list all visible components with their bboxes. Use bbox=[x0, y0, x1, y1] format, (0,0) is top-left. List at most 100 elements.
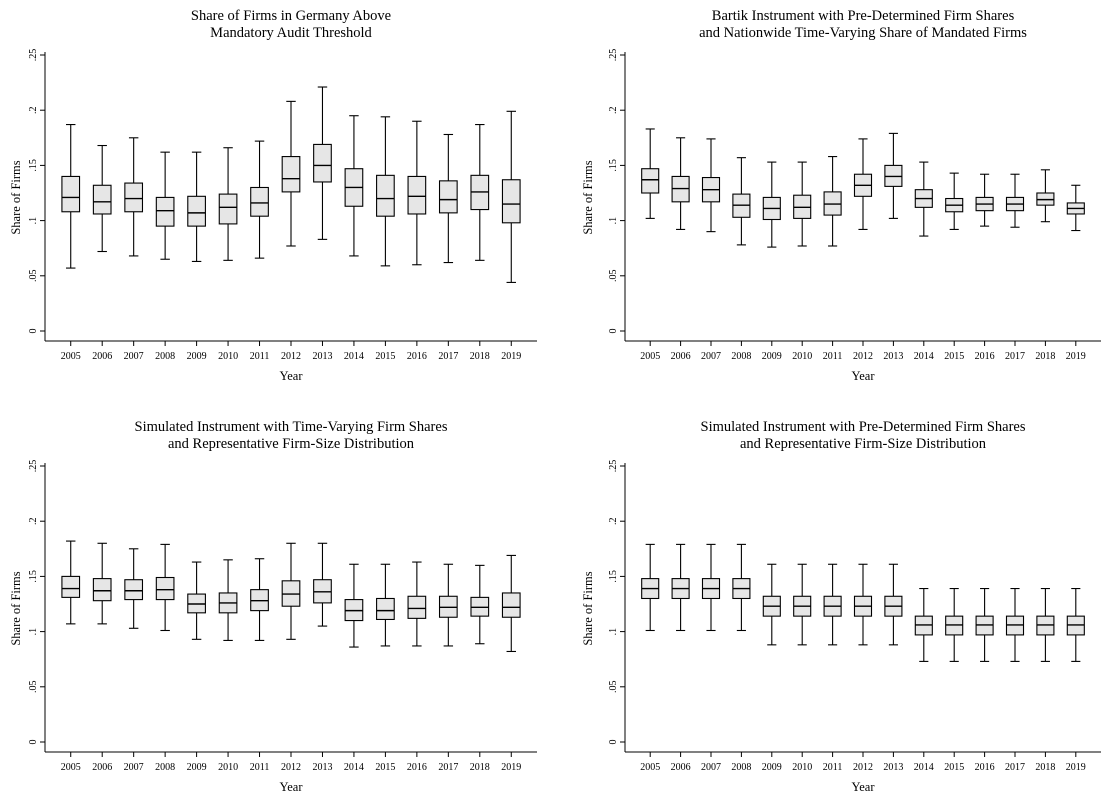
x-tick-label: 2016 bbox=[975, 762, 995, 773]
iqr-box bbox=[187, 195, 206, 227]
iqr-box bbox=[218, 193, 238, 225]
box-2019 bbox=[501, 554, 521, 653]
iqr-box bbox=[438, 180, 458, 214]
x-tick-label: 2009 bbox=[762, 351, 782, 362]
y-tick-label: .05 bbox=[608, 681, 619, 694]
x-tick-label: 2015 bbox=[944, 351, 964, 362]
chart-title-line-2: and Representative Firm-Size Distributio… bbox=[740, 436, 987, 452]
box-2015 bbox=[945, 172, 964, 230]
y-tick-label: .2 bbox=[28, 106, 39, 114]
x-tick-label: 2016 bbox=[407, 762, 427, 773]
box-2014 bbox=[344, 115, 364, 257]
x-tick-label: 2006 bbox=[671, 762, 691, 773]
x-tick-label: 2011 bbox=[823, 351, 843, 362]
y-tick-label: .2 bbox=[608, 106, 619, 114]
box-2016 bbox=[975, 587, 994, 662]
box-2012 bbox=[853, 138, 873, 230]
iqr-box bbox=[376, 174, 395, 217]
y-tick-label: 0 bbox=[608, 740, 619, 745]
y-tick-label: .25 bbox=[28, 49, 39, 62]
x-tick-label: 2014 bbox=[344, 351, 364, 362]
chart-title-line-1: Simulated Instrument with Pre-Determined… bbox=[701, 419, 1026, 435]
chart-title-line-2: and Nationwide Time-Varying Share of Man… bbox=[699, 25, 1027, 41]
iqr-box bbox=[92, 578, 112, 602]
chart-title-line-2: and Representative Firm-Size Distributio… bbox=[168, 436, 415, 452]
chart-title-line-1: Bartik Instrument with Pre-Determined Fi… bbox=[712, 8, 1015, 24]
iqr-box bbox=[250, 186, 269, 217]
y-tick-label: .2 bbox=[28, 517, 39, 525]
iqr-box bbox=[501, 179, 521, 224]
box-2011 bbox=[250, 558, 269, 641]
iqr-box bbox=[92, 184, 112, 215]
box-2015 bbox=[945, 587, 964, 662]
box-2013 bbox=[313, 86, 332, 240]
y-tick-label: .15 bbox=[28, 159, 39, 172]
y-tick-label: .25 bbox=[28, 460, 39, 473]
box-2019 bbox=[501, 110, 521, 283]
x-tick-label: 2018 bbox=[1035, 762, 1055, 773]
x-tick-label: 2008 bbox=[155, 351, 175, 362]
box-2010 bbox=[218, 147, 238, 261]
box-2016 bbox=[407, 120, 427, 266]
y-axis-label: Share of Firms bbox=[9, 160, 23, 234]
y-tick-label: 0 bbox=[608, 329, 619, 334]
x-tick-label: 2010 bbox=[218, 351, 238, 362]
y-tick-label: .15 bbox=[28, 570, 39, 583]
box-2007 bbox=[701, 543, 721, 632]
box-2014 bbox=[344, 563, 364, 648]
box-2012 bbox=[281, 100, 301, 247]
x-tick-label: 2012 bbox=[281, 762, 301, 773]
x-tick-label: 2005 bbox=[61, 762, 81, 773]
x-tick-label: 2013 bbox=[312, 762, 332, 773]
box-2009 bbox=[762, 563, 781, 646]
x-tick-label: 2009 bbox=[187, 351, 207, 362]
iqr-box bbox=[376, 597, 395, 621]
y-axis-label: Share of Firms bbox=[581, 160, 595, 234]
chart-panel-4: Simulated Instrument with Pre-Determined… bbox=[581, 419, 1101, 794]
x-tick-label: 2006 bbox=[92, 762, 112, 773]
box-2018 bbox=[1036, 587, 1055, 662]
x-axis-label: Year bbox=[279, 369, 303, 383]
x-tick-label: 2005 bbox=[61, 351, 81, 362]
x-tick-label: 2010 bbox=[792, 762, 812, 773]
box-2005 bbox=[61, 124, 81, 269]
box-2018 bbox=[470, 124, 490, 261]
x-tick-label: 2014 bbox=[914, 762, 934, 773]
chart-title-line-1: Simulated Instrument with Time-Varying F… bbox=[135, 419, 448, 435]
x-tick-label: 2007 bbox=[701, 351, 721, 362]
iqr-box bbox=[61, 175, 81, 213]
x-tick-label: 2017 bbox=[1005, 351, 1025, 362]
box-2010 bbox=[793, 563, 812, 646]
x-tick-label: 2012 bbox=[853, 351, 873, 362]
x-tick-label: 2013 bbox=[883, 351, 903, 362]
chart-title-line-2: Mandatory Audit Threshold bbox=[210, 25, 372, 41]
box-2008 bbox=[732, 543, 751, 632]
box-2017 bbox=[1005, 587, 1025, 662]
box-2017 bbox=[438, 133, 458, 264]
chart-panel-1: Share of Firms in Germany AboveMandatory… bbox=[9, 8, 537, 383]
box-2007 bbox=[124, 137, 144, 257]
box-2010 bbox=[218, 559, 238, 641]
y-tick-label: .05 bbox=[28, 681, 39, 694]
x-tick-label: 2006 bbox=[92, 351, 112, 362]
box-2013 bbox=[313, 542, 332, 627]
x-tick-label: 2008 bbox=[731, 762, 751, 773]
iqr-box bbox=[155, 196, 175, 227]
x-tick-label: 2014 bbox=[914, 351, 934, 362]
x-tick-label: 2013 bbox=[312, 351, 332, 362]
x-tick-label: 2019 bbox=[1066, 351, 1086, 362]
box-2009 bbox=[762, 161, 781, 248]
box-2008 bbox=[155, 151, 175, 260]
iqr-box bbox=[124, 579, 144, 601]
y-tick-label: .2 bbox=[608, 517, 619, 525]
box-2009 bbox=[187, 151, 206, 262]
box-2006 bbox=[92, 542, 112, 625]
x-tick-label: 2011 bbox=[823, 762, 843, 773]
box-2017 bbox=[1005, 173, 1025, 228]
x-tick-label: 2016 bbox=[407, 351, 427, 362]
x-tick-label: 2008 bbox=[155, 762, 175, 773]
box-2019 bbox=[1066, 587, 1085, 662]
iqr-box bbox=[407, 175, 427, 215]
x-tick-label: 2017 bbox=[438, 351, 458, 362]
